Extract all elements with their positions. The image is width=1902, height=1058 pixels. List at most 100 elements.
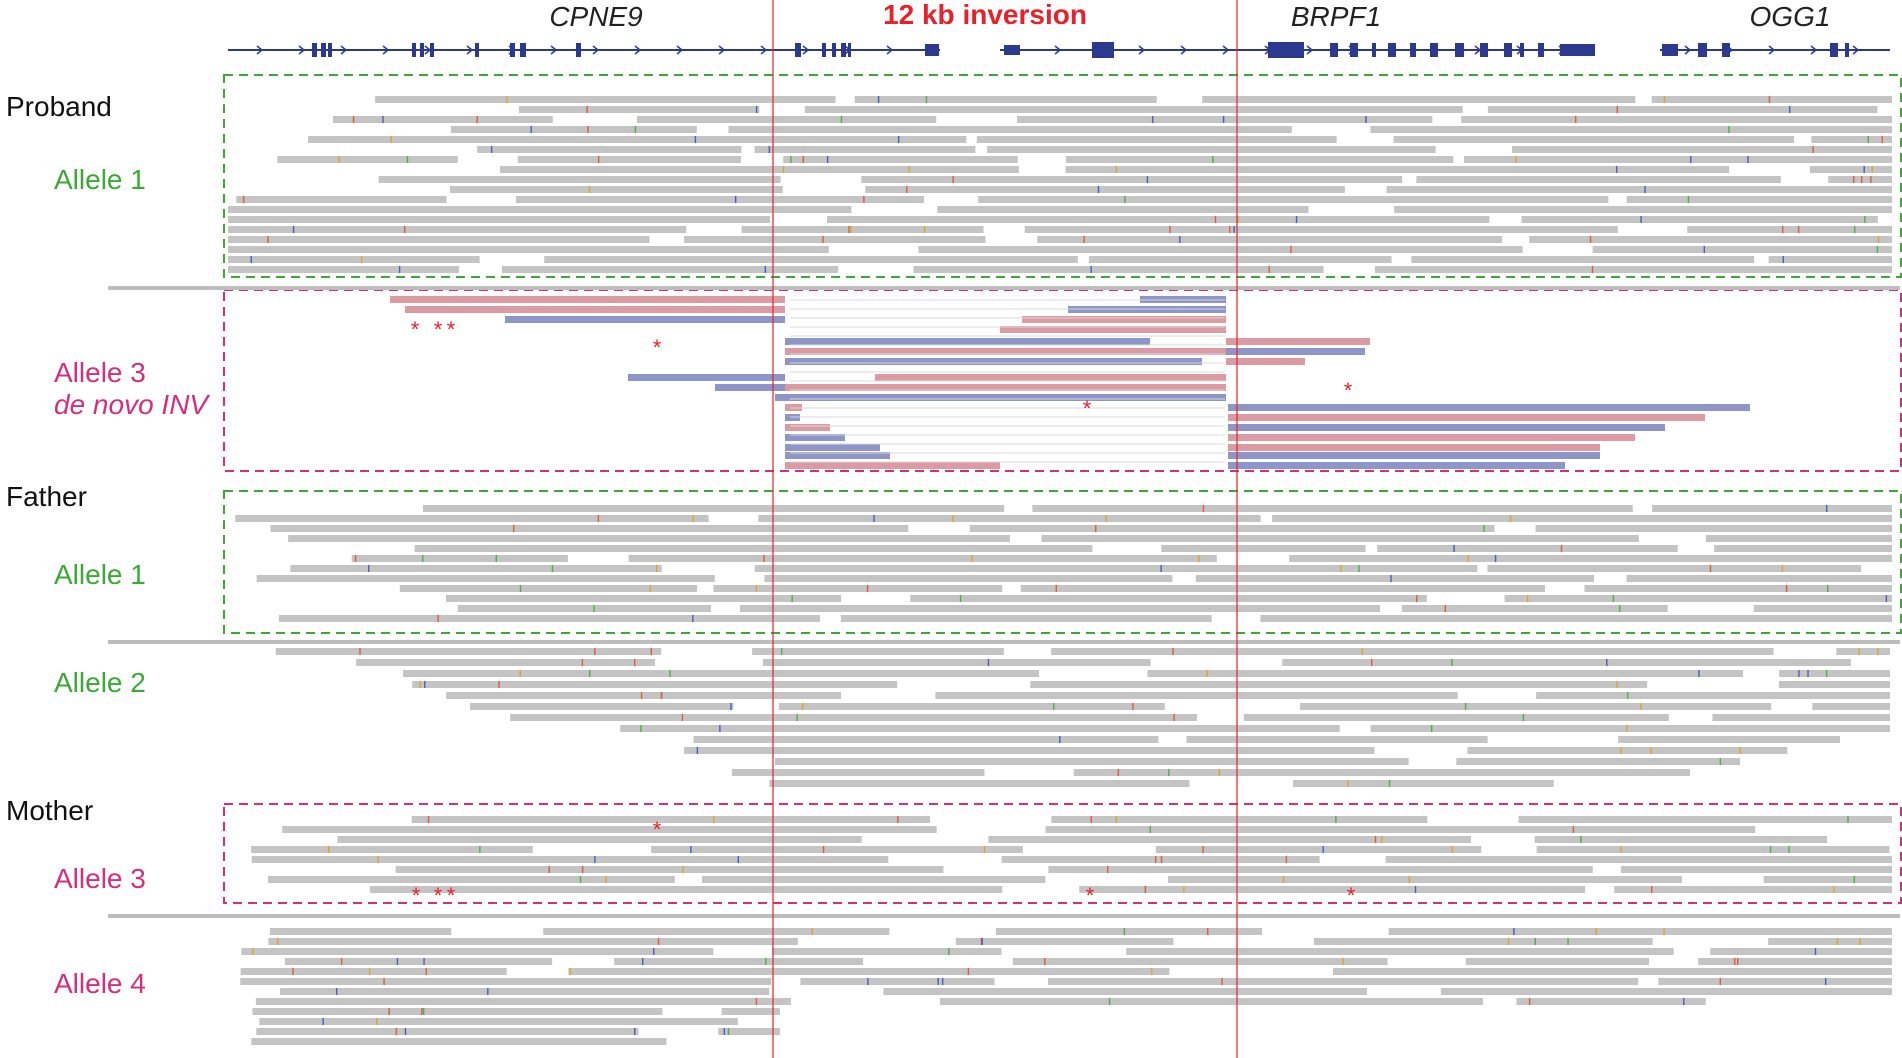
variant-tick	[1876, 246, 1879, 253]
variant-tick	[530, 126, 532, 133]
read	[1243, 714, 1669, 721]
variant-tick	[1451, 659, 1453, 666]
variant-tick	[1218, 769, 1221, 776]
read	[1768, 938, 1892, 945]
read-inverted	[405, 306, 785, 313]
strand-arrow	[298, 45, 306, 55]
variant-tick	[634, 126, 637, 133]
read	[636, 116, 937, 123]
variant-tick	[655, 565, 658, 572]
read	[1024, 226, 1618, 233]
read	[1020, 585, 1545, 592]
strand-arrow	[1432, 45, 1440, 55]
variant-tick	[367, 565, 370, 572]
read	[228, 226, 687, 233]
variant-tick	[1414, 886, 1417, 893]
read	[1828, 176, 1892, 183]
variant-tick	[396, 958, 399, 965]
variant-tick	[512, 525, 515, 532]
variant-tick	[1683, 998, 1685, 1005]
variant-tick	[1814, 948, 1817, 955]
variant-tick	[694, 136, 697, 143]
variant-tick	[1595, 928, 1597, 935]
variant-tick	[737, 856, 739, 863]
variant-tick	[1591, 266, 1594, 273]
variant-tick	[1522, 714, 1525, 721]
variant-tick	[1206, 670, 1208, 677]
variant-star: *	[434, 883, 443, 908]
variant-tick	[1509, 515, 1512, 522]
variant-tick	[1812, 146, 1814, 153]
read	[1652, 505, 1892, 512]
variant-tick	[1390, 575, 1392, 582]
variant-tick	[1365, 116, 1367, 123]
variant-tick	[495, 555, 498, 562]
read-inverted	[1228, 424, 1665, 431]
variant-tick	[292, 226, 295, 233]
variant-star: *	[434, 317, 443, 342]
read	[1394, 206, 1892, 213]
read	[1385, 856, 1892, 863]
variant-tick	[1861, 176, 1863, 183]
exon-block	[430, 43, 434, 57]
variant-tick	[826, 156, 829, 163]
exon-block	[1504, 43, 1512, 57]
read	[1536, 692, 1890, 699]
variant-tick	[597, 515, 600, 522]
read	[754, 146, 976, 153]
read	[778, 703, 1165, 710]
exon-block	[1480, 43, 1488, 57]
variant-tick	[781, 648, 783, 655]
allele-label: Allele 3	[54, 863, 146, 894]
variant-star: *	[411, 317, 420, 342]
variant-tick	[376, 1018, 378, 1025]
variant-tick	[1151, 968, 1153, 975]
exon-block	[925, 44, 939, 56]
read	[1332, 968, 1892, 975]
father-allele1-box	[223, 490, 1902, 634]
variant-star: *	[412, 883, 421, 908]
read	[375, 96, 836, 103]
read	[1032, 505, 1633, 512]
variant-tick	[1619, 605, 1621, 612]
read	[1370, 725, 1890, 732]
allele-label-denovo: de novo INV	[54, 389, 210, 420]
exon-block	[1538, 43, 1544, 57]
read-inverted	[785, 462, 1000, 469]
read	[628, 555, 1217, 562]
sample-label-father: Father	[6, 481, 87, 512]
read	[515, 196, 924, 203]
variant-tick	[1833, 886, 1835, 893]
exon-block	[795, 43, 801, 57]
read	[774, 758, 1409, 765]
variant-tick	[1719, 978, 1721, 985]
variant-tick	[923, 226, 926, 233]
variant-tick	[897, 816, 899, 823]
variant-tick	[1374, 836, 1377, 843]
variant-tick	[959, 595, 962, 602]
read	[976, 136, 1337, 143]
variant-tick	[723, 1028, 725, 1035]
variant-tick	[1124, 196, 1126, 203]
read-inverted	[785, 452, 890, 459]
variant-tick	[404, 1028, 407, 1035]
read	[1463, 156, 1892, 163]
variant-tick	[1144, 886, 1147, 893]
strand-arrow	[1474, 45, 1482, 55]
allele-label: de novo INV	[54, 389, 210, 420]
variant-tick	[840, 116, 843, 123]
variant-tick	[1154, 856, 1157, 863]
read	[1626, 196, 1892, 203]
read	[1051, 648, 1774, 655]
read	[251, 856, 889, 863]
variant-tick	[1574, 116, 1577, 123]
variant-tick	[1370, 659, 1373, 666]
exon-blocks	[256, 42, 1860, 58]
variant-tick	[669, 670, 671, 677]
variant-tick	[848, 226, 850, 233]
variant-tick	[490, 146, 493, 153]
exon-block	[1004, 45, 1020, 55]
variant-tick	[1322, 846, 1324, 853]
variant-tick	[765, 958, 767, 965]
read-inverted	[1228, 444, 1600, 451]
